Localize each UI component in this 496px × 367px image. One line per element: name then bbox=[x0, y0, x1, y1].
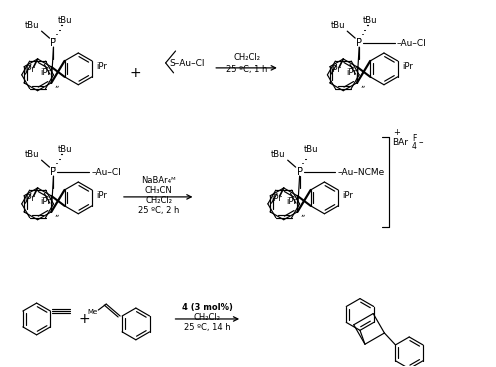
Text: CH₃CN: CH₃CN bbox=[145, 186, 173, 196]
Text: iPr: iPr bbox=[41, 68, 52, 77]
Text: tBu: tBu bbox=[271, 150, 286, 159]
Text: +: + bbox=[129, 66, 141, 80]
Text: iPr: iPr bbox=[271, 194, 282, 203]
Text: tBu: tBu bbox=[304, 145, 318, 154]
Text: iPr: iPr bbox=[342, 192, 353, 200]
Text: –Au–Cl: –Au–Cl bbox=[397, 39, 427, 48]
Text: +: + bbox=[393, 128, 400, 137]
Text: P: P bbox=[356, 38, 362, 48]
Text: F: F bbox=[412, 134, 416, 143]
Text: ,,: ,, bbox=[301, 209, 306, 218]
Text: iPr: iPr bbox=[25, 65, 36, 74]
Text: 4 (3 mol%): 4 (3 mol%) bbox=[182, 302, 233, 312]
Text: tBu: tBu bbox=[363, 16, 377, 25]
Text: iPr: iPr bbox=[96, 62, 107, 72]
Text: –Au–Cl: –Au–Cl bbox=[91, 168, 121, 177]
Text: iPr: iPr bbox=[96, 192, 107, 200]
Text: Me: Me bbox=[87, 309, 97, 315]
Text: P: P bbox=[51, 167, 57, 177]
Text: iPr: iPr bbox=[25, 194, 36, 203]
Text: 25 ºC, 2 h: 25 ºC, 2 h bbox=[138, 206, 180, 215]
Text: tBu: tBu bbox=[58, 16, 72, 25]
Text: iPr: iPr bbox=[287, 197, 298, 206]
Text: 4: 4 bbox=[412, 142, 417, 151]
Text: BAr: BAr bbox=[392, 138, 408, 147]
Text: ,,: ,, bbox=[360, 80, 366, 89]
Text: CH₂Cl₂: CH₂Cl₂ bbox=[234, 54, 260, 62]
Text: tBu: tBu bbox=[58, 145, 72, 154]
Text: iPr: iPr bbox=[346, 68, 357, 77]
Text: CH₂Cl₂: CH₂Cl₂ bbox=[145, 196, 172, 206]
Text: +: + bbox=[78, 312, 90, 326]
Text: P: P bbox=[297, 167, 303, 177]
Text: iPr: iPr bbox=[330, 65, 341, 74]
Text: CH₂Cl₂: CH₂Cl₂ bbox=[194, 313, 221, 323]
Text: P: P bbox=[51, 38, 57, 48]
Text: ,,: ,, bbox=[55, 80, 60, 89]
Text: 25 ºC, 1 h: 25 ºC, 1 h bbox=[226, 65, 268, 75]
Text: ,,: ,, bbox=[55, 209, 60, 218]
Text: S–Au–Cl: S–Au–Cl bbox=[170, 59, 205, 68]
Text: tBu: tBu bbox=[25, 150, 40, 159]
Text: iPr: iPr bbox=[402, 62, 413, 72]
Text: iPr: iPr bbox=[41, 197, 52, 206]
Text: tBu: tBu bbox=[25, 21, 40, 30]
Text: tBu: tBu bbox=[331, 21, 345, 30]
Text: –: – bbox=[419, 138, 423, 147]
Text: –Au–NCMe: –Au–NCMe bbox=[337, 168, 384, 177]
Text: NaBAr₄ᴹ: NaBAr₄ᴹ bbox=[141, 175, 176, 185]
Text: 25 ºC, 14 h: 25 ºC, 14 h bbox=[184, 323, 231, 333]
